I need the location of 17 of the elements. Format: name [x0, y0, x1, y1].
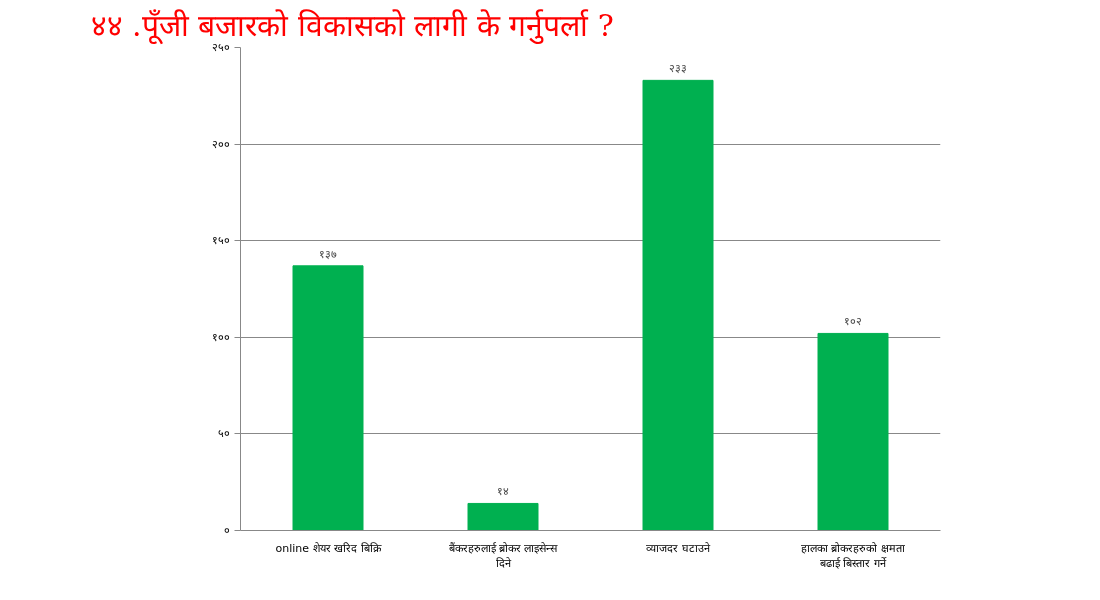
bar [292, 265, 364, 531]
bar [642, 79, 714, 531]
x-tick-label: हालका ब्रोकरहरुको क्षमता बढाई बिस्तार गर्ने [801, 541, 905, 571]
y-tick-label: १०० [211, 330, 230, 344]
y-tick-label: १५० [211, 234, 230, 248]
bar [817, 332, 889, 531]
data-label: १४ [497, 485, 509, 498]
y-tick-label: २०० [211, 137, 230, 151]
y-tick-label: ० [223, 524, 230, 537]
x-tick-label: बैंकरहरुलाई ब्रोकर लाइसेन्स दिने [448, 541, 559, 571]
y-tick-label: ५० [217, 427, 230, 441]
data-label: २३३ [669, 62, 687, 75]
x-tick-label: online शेयर खरिद बिक्रि [275, 541, 382, 555]
data-label: १०२ [844, 315, 862, 328]
data-label: १३७ [319, 247, 337, 260]
bar [467, 502, 539, 531]
x-tick-label: व्याजदर घटाउने [646, 541, 711, 555]
